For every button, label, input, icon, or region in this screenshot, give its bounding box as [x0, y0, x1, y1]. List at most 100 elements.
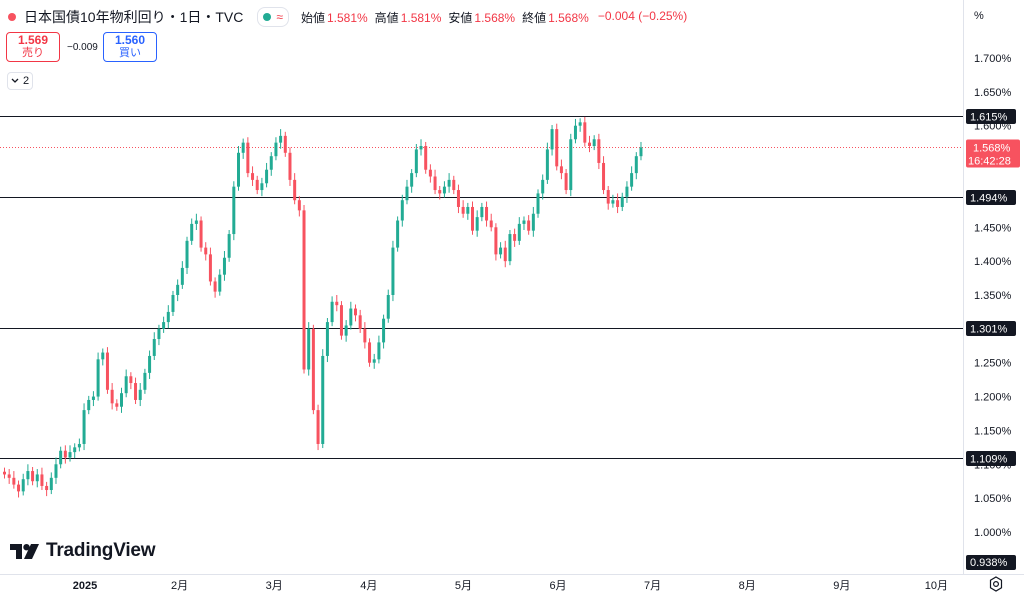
time-tick-label: 3月 [266, 580, 283, 592]
candle-body [630, 173, 634, 187]
candle-body [349, 308, 353, 326]
bottom-price-label: 0.938% [970, 557, 1008, 569]
candle-body [550, 129, 554, 150]
candle-body [438, 190, 442, 194]
candle-body [63, 450, 67, 458]
candle-body [485, 206, 489, 221]
candle-body [634, 156, 638, 174]
candle-body [157, 328, 161, 340]
candle-body [471, 206, 474, 231]
time-axis: 2025 2月 3月 4月 5月 6月 7月 8月 9月 10月 [73, 580, 948, 592]
wave-icon: ≈ [276, 10, 283, 24]
price-tick-label: 1.250% [974, 358, 1012, 370]
candle-body [35, 474, 39, 482]
candle-body [115, 403, 119, 407]
candle-body [91, 396, 95, 400]
close-label: 終値 [522, 10, 547, 25]
candle-body [606, 190, 610, 204]
candle-body [40, 474, 44, 486]
horizontal-line-label-bg [966, 451, 1016, 466]
candle-body [311, 328, 315, 411]
horizontal-line-label: 1.109% [970, 454, 1008, 466]
price-tick-label: 1.350% [974, 290, 1012, 302]
candle-body [578, 122, 582, 126]
candle-body [3, 471, 6, 475]
candle-body [190, 223, 194, 241]
candle-body [377, 342, 381, 360]
candle-body [105, 352, 109, 390]
candle-body [87, 399, 91, 411]
gear-icon[interactable] [988, 576, 1004, 592]
indicators-toggle[interactable]: 2 [7, 72, 33, 90]
candle-body [386, 295, 390, 319]
last-price-label-bg [966, 139, 1020, 168]
price-tick-label: 1.150% [974, 425, 1012, 437]
candle-body [120, 393, 123, 407]
time-tick-label: 2月 [171, 580, 188, 592]
candle-body [138, 389, 142, 400]
candle-body [180, 267, 184, 285]
candle-body [330, 301, 334, 323]
candle-body [260, 183, 264, 191]
candle-body [307, 328, 311, 370]
candle-body [564, 173, 568, 191]
sell-label: 売り [22, 47, 44, 59]
candle-body [213, 281, 217, 292]
close-value: 1.568% [548, 10, 589, 25]
candle-body [251, 173, 255, 180]
chart-header: 日本国債10年物利回り・1日・TVC ≈ 始値 1.581% 高値 1.581% 安… [8, 7, 687, 27]
candle-body [73, 447, 77, 453]
candle-body [21, 479, 25, 492]
candle-body [143, 372, 147, 390]
horizontal-lines [0, 116, 963, 459]
high-label: 高値 [374, 10, 399, 25]
time-tick-label: 7月 [644, 580, 661, 592]
horizontal-line-label: 1.494% [970, 193, 1008, 205]
candle-body [166, 311, 170, 323]
spread-value: −0.009 [67, 42, 98, 53]
price-axis: 1.700%1.650%1.600%1.550%1.500%1.450%1.40… [0, 0, 1024, 575]
candle-body [124, 376, 128, 394]
candle-body [354, 308, 357, 316]
open-label: 始値 [300, 10, 325, 25]
candle-body [152, 339, 156, 356]
candle-body [531, 213, 535, 231]
time-tick-label: 9月 [833, 580, 850, 592]
candle-body [620, 196, 624, 207]
candle-body [410, 173, 414, 187]
candle-body [185, 240, 189, 268]
candle-body [288, 152, 292, 180]
candle-body [171, 295, 175, 312]
candle-body [101, 352, 105, 360]
sell-button[interactable]: 1.569 売り [6, 32, 60, 62]
candle-body [513, 234, 517, 241]
candle-body [503, 247, 507, 262]
candle-body [372, 359, 376, 363]
candle-body [269, 156, 273, 170]
candle-body [461, 206, 465, 214]
sell-price: 1.569 [17, 33, 49, 47]
candle-body [559, 166, 563, 174]
price-tick-label: 1.450% [974, 222, 1012, 234]
price-tick-label: 1.700% [974, 53, 1012, 65]
price-tick-label: 1.650% [974, 87, 1012, 99]
market-status[interactable]: ≈ [257, 7, 289, 27]
candle-body [414, 149, 418, 174]
horizontal-line-label-bg [966, 321, 1016, 336]
symbol-title[interactable]: 日本国債10年物利回り・1日・TVC [24, 9, 244, 25]
candle-body [241, 142, 245, 153]
buy-label: 買い [119, 47, 141, 59]
candle-body [246, 142, 250, 174]
candle-body [639, 147, 643, 157]
time-tick-label: 2025 [73, 580, 97, 592]
candle-body [59, 450, 63, 465]
buy-button[interactable]: 1.560 買い [103, 32, 157, 62]
candle-body [302, 210, 306, 370]
candle-body [396, 220, 400, 248]
candle-body [227, 234, 231, 258]
candle-body [7, 474, 11, 478]
tradingview-logo[interactable]: TradingView [10, 540, 156, 562]
candle-body [339, 305, 343, 336]
candle-body [49, 477, 53, 491]
